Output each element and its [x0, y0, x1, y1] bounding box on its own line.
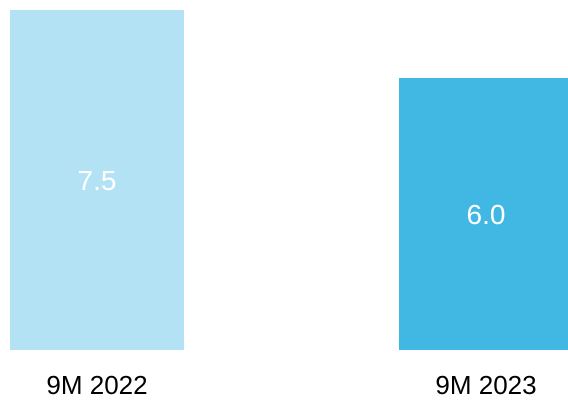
data-label-2: 6.0 — [467, 199, 506, 230]
x-tick-label-1: 9M 2022 — [46, 370, 147, 400]
bar-2 — [399, 78, 568, 350]
x-tick-label-2: 9M 2023 — [435, 370, 536, 400]
x-tick-labels-group: 9M 2022 9M 2023 — [46, 370, 536, 400]
bars-group — [10, 10, 568, 350]
data-label-1: 7.5 — [78, 165, 117, 196]
bar-1 — [10, 10, 184, 350]
data-labels-group: 7.5 6.0 — [78, 165, 506, 230]
